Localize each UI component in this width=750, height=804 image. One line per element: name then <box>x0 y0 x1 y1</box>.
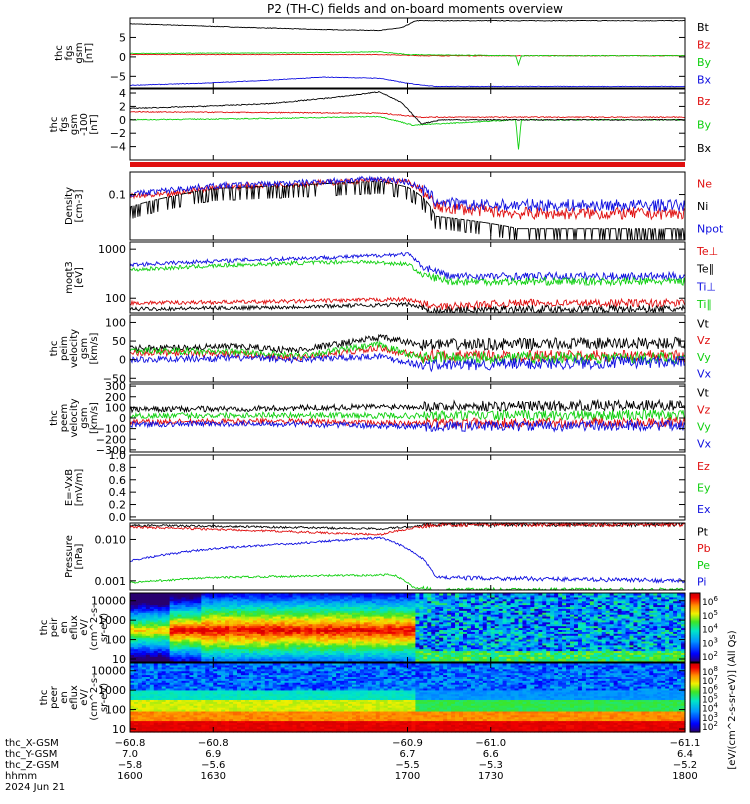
legend-Ne: Ne <box>697 177 712 190</box>
y-tick-label: 4 <box>119 87 126 100</box>
series-Ti∥-line <box>130 260 685 285</box>
legend-Vz: Vz <box>697 334 711 347</box>
legend-Ni: Ni <box>697 200 708 213</box>
y-tick-label: 0.001 <box>95 575 127 588</box>
legend-Ti∥: Ti∥ <box>696 298 712 311</box>
series-Vt-line <box>130 400 685 412</box>
y-tick-label: 0.2 <box>109 499 127 512</box>
legend-Pb: Pb <box>697 542 711 555</box>
y-tick-label: 1.0 <box>109 449 127 462</box>
legend-Bt: Bt <box>697 21 710 34</box>
y-tick-label: 0.010 <box>95 533 127 546</box>
legend-Npot: Npot <box>697 223 724 236</box>
legend-By: By <box>697 119 712 132</box>
legend-Ez: Ez <box>697 460 710 473</box>
legend-Bx: Bx <box>697 73 712 86</box>
y-axis-label: [mV/m] <box>74 469 85 507</box>
y-tick-label: 300 <box>105 380 126 393</box>
series-By-line <box>130 116 685 149</box>
panel-frame <box>130 455 685 520</box>
y-tick-label: 100 <box>105 292 126 305</box>
flag-bar <box>130 162 685 167</box>
y-axis-label: [km/s] <box>89 332 100 364</box>
legend-Vt: Vt <box>697 387 710 400</box>
series-Bz-line <box>130 111 685 117</box>
y-tick-label: 0.4 <box>109 486 127 499</box>
y-tick-label: 2 <box>119 100 126 113</box>
y-tick-label: 50 <box>112 335 126 348</box>
y-tick-label: 0.1 <box>109 189 127 202</box>
y-tick-label: 0.8 <box>109 461 127 474</box>
y-axis-label: [cm-3] <box>74 189 85 222</box>
y-axis-label: [nPa] <box>74 543 85 569</box>
plot-title: P2 (TH-C) fields and on-board moments ov… <box>267 2 563 16</box>
y-axis-label: [km/s] <box>89 402 100 434</box>
y-tick-label: 100 <box>105 316 126 329</box>
series-Pi-line <box>130 537 685 583</box>
y-tick-label: 0 <box>119 51 126 64</box>
y-tick-label: −4 <box>110 141 126 154</box>
y-tick-label: 0.0 <box>109 511 127 524</box>
legend-Pt: Pt <box>697 525 709 538</box>
legend-Vz: Vz <box>697 404 711 417</box>
legend-Ey: Ey <box>697 482 711 495</box>
series-Ni-line <box>130 181 685 240</box>
y-tick-label: 5 <box>119 31 126 44</box>
y-tick-label: 0.6 <box>109 474 127 487</box>
legend-Vx: Vx <box>697 368 712 381</box>
y-tick-label: 0 <box>119 354 126 367</box>
legend-Pi: Pi <box>697 576 706 589</box>
legend-Bz: Bz <box>697 38 711 51</box>
legend-Vy: Vy <box>697 421 711 434</box>
legend-Te∥: Te∥ <box>696 263 714 276</box>
y-axis-label: [eV] <box>74 267 85 288</box>
y-tick-label: 0 <box>119 114 126 127</box>
legend-Vt: Vt <box>697 317 710 330</box>
legend-Te⊥: Te⊥ <box>696 245 718 258</box>
y-axis-label: [nT] <box>84 43 95 63</box>
y-tick-label: 1000 <box>98 243 126 256</box>
legend-Vx: Vx <box>697 438 712 451</box>
legend-Bx: Bx <box>697 142 712 155</box>
series-Vt-line <box>130 335 685 353</box>
y-tick-label: −5 <box>110 70 126 83</box>
legend-Bz: Bz <box>697 95 711 108</box>
series-By-line <box>130 52 685 65</box>
legend-Vy: Vy <box>697 351 711 364</box>
legend-Ti⊥: Ti⊥ <box>696 280 716 293</box>
legend-By: By <box>697 56 712 69</box>
y-tick-label: −2 <box>110 127 126 140</box>
peir-spectrogram-cells <box>130 593 686 663</box>
legend-Ex: Ex <box>697 503 711 516</box>
y-axis-label: [nT] <box>89 114 100 134</box>
legend-Pe: Pe <box>697 559 710 572</box>
